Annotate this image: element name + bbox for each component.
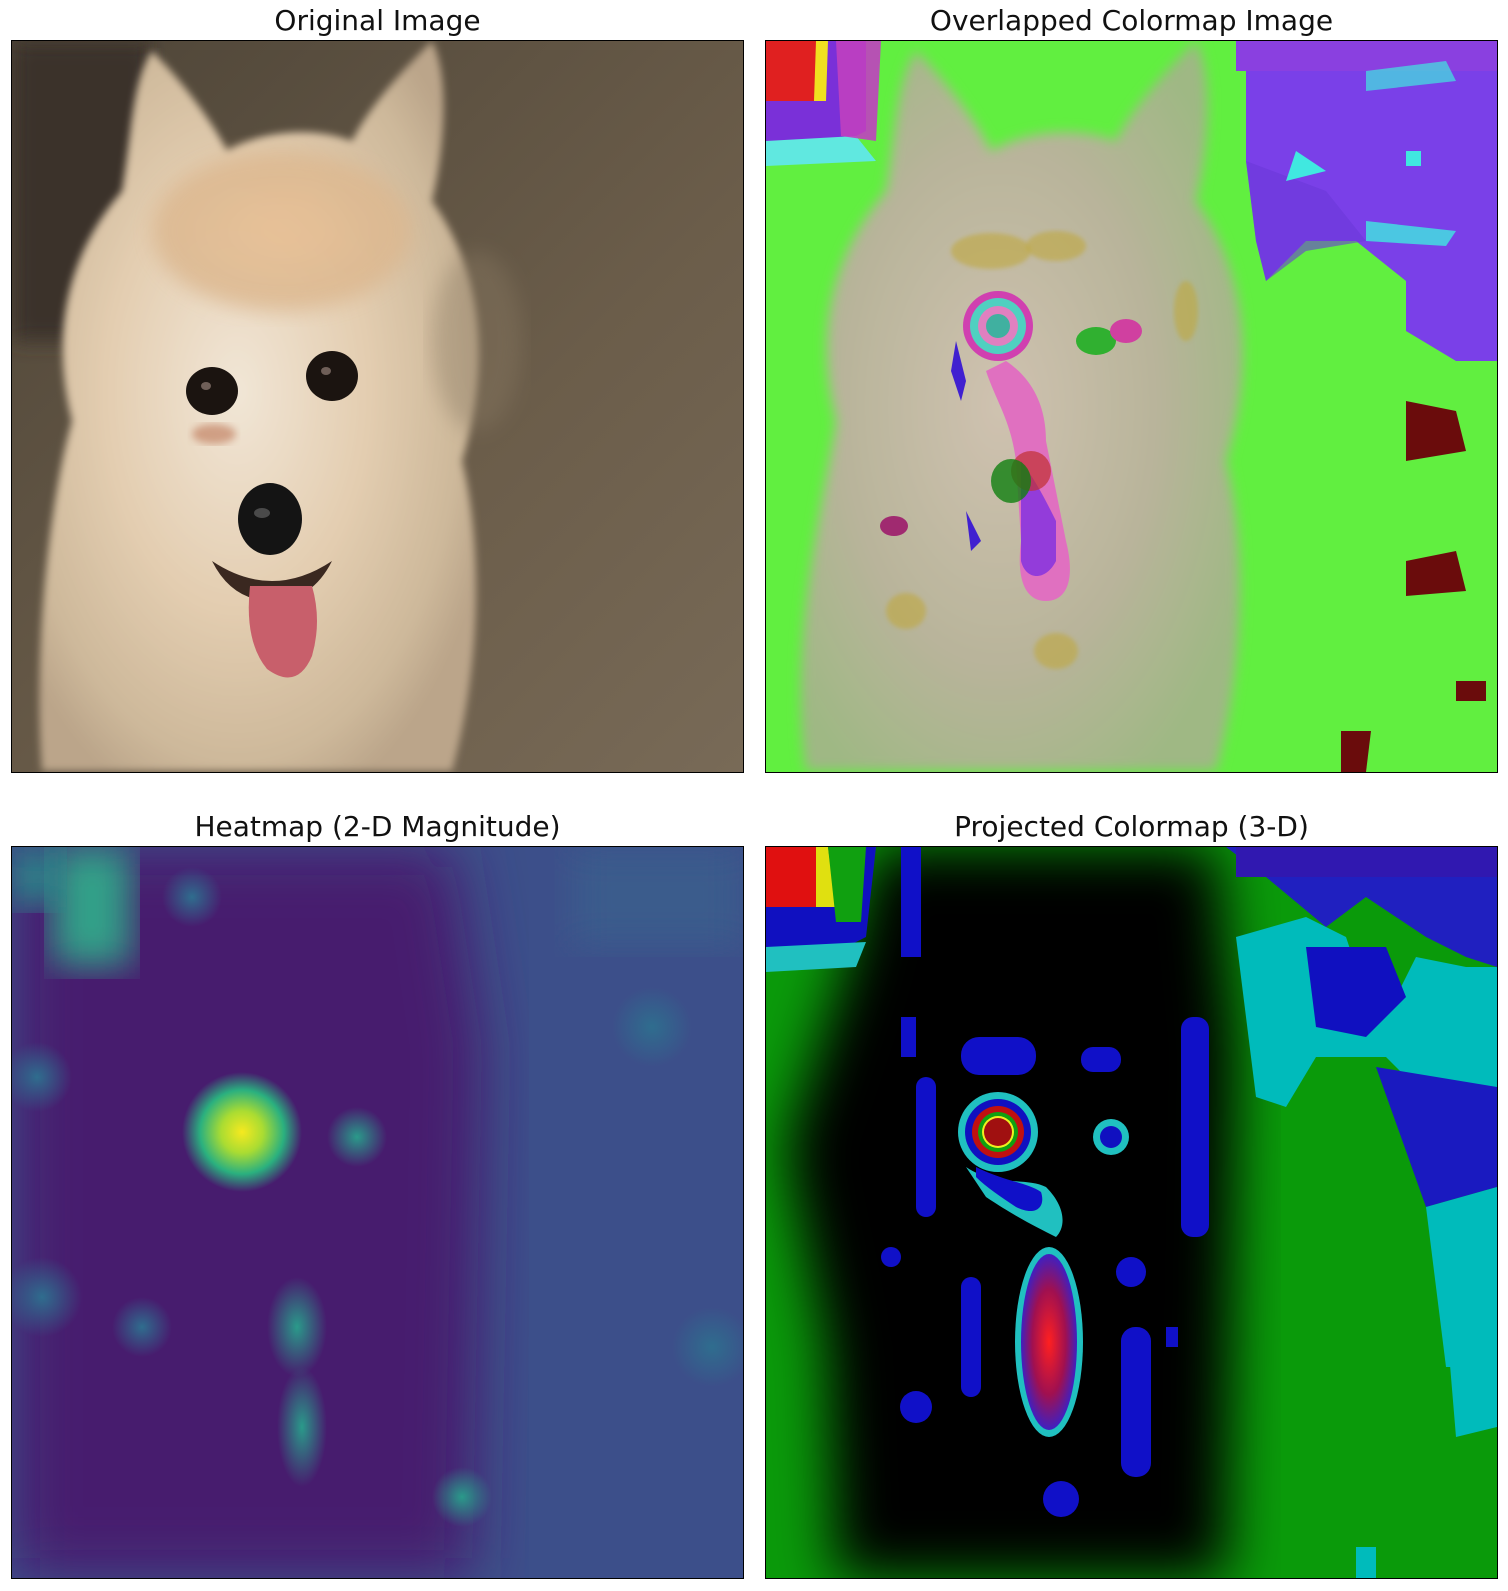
panel-title: Original Image bbox=[274, 4, 481, 37]
projected-colormap-image bbox=[765, 846, 1498, 1579]
overlapped-colormap-image bbox=[765, 40, 1498, 773]
panel-title: Heatmap (2-D Magnitude) bbox=[194, 810, 561, 843]
heatmap-image bbox=[11, 846, 744, 1579]
original-image bbox=[11, 40, 744, 773]
panel-title: Overlapped Colormap Image bbox=[929, 4, 1334, 37]
panel-title: Projected Colormap (3-D) bbox=[954, 810, 1309, 843]
